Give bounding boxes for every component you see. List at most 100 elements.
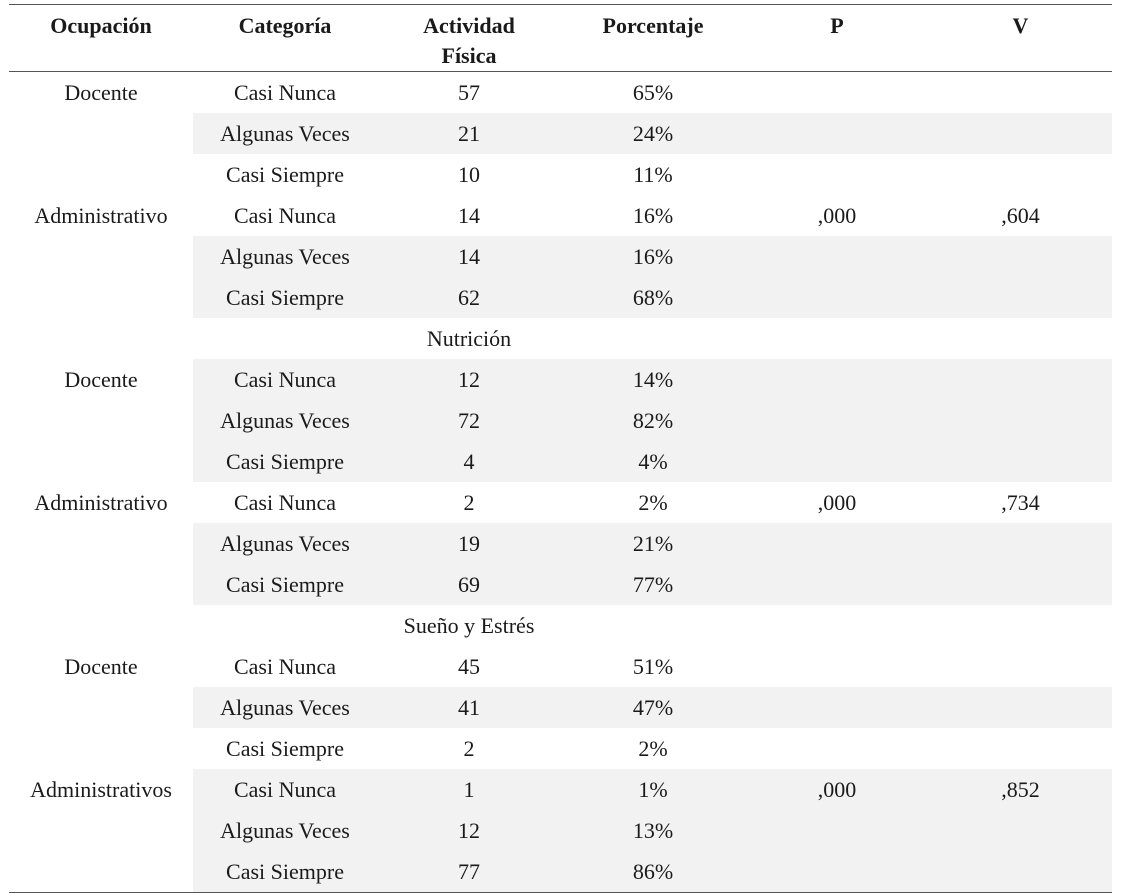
table-row: Administrativo Casi Nunca 2 2% ,000 ,734 [9,482,1112,523]
cell-p [745,154,929,195]
cell-ocupacion [9,113,193,154]
cell-p [745,687,929,728]
table-row: Algunas Veces 14 16% [9,236,1112,277]
cell-v: ,852 [1001,777,1040,802]
results-table: Ocupación Categoría Actividad Física Por… [9,4,1112,893]
cell-p: ,000 [817,777,857,802]
row-shading [193,687,1112,728]
cell-v: ,734 [1001,490,1040,515]
cell-categoria: Casi Siempre [226,285,344,310]
cell-actividad-fisica: 21 [458,121,480,146]
header-ocupacion: Ocupación [50,13,152,38]
cell-p [745,400,929,441]
cell-porcentaje: 68% [632,285,674,310]
cell-categoria: Casi Nunca [233,490,337,515]
cell-actividad-fisica: 72 [458,408,480,433]
table-row: Docente Casi Nunca 45 51% [9,646,1112,687]
cell-porcentaje: 21% [632,531,674,556]
row-shading [193,113,1112,154]
cell-v [929,728,1112,769]
table-row: Algunas Veces 19 21% [9,523,1112,564]
cell-p [745,277,929,318]
cell-categoria: Algunas Veces [220,121,350,146]
cell-p [745,113,929,154]
cell-categoria: Algunas Veces [220,695,350,720]
cell-v [929,523,1112,564]
cell-actividad-fisica: 2 [463,736,475,761]
section-row: Sueño y Estrés [9,605,1112,646]
table-row: Administrativos Casi Nunca 1 1% ,000 ,852 [9,769,1112,810]
table-row: Algunas Veces 12 13% [9,810,1112,851]
header-p: P [830,13,844,38]
cell-v [929,359,1112,400]
cell-v [929,236,1112,277]
cell-actividad-fisica: 14 [458,203,480,228]
cell-ocupacion [9,400,193,441]
header-categoria: Categoría [238,13,332,38]
cell-categoria: Casi Nunca [233,80,337,105]
cell-actividad-fisica: 57 [458,80,480,105]
cell-actividad-fisica: 45 [458,654,480,679]
table-row: Algunas Veces 41 47% [9,687,1112,728]
cell-actividad-fisica: 62 [458,285,480,310]
cell-v [929,810,1112,851]
cell-v [929,441,1112,482]
table-row: Casi Siempre 2 2% [9,728,1112,769]
cell-porcentaje: 16% [632,203,674,228]
cell-porcentaje: 11% [633,162,673,187]
cell-v: ,604 [1001,203,1040,228]
row-shading [193,277,1112,318]
cell-categoria: Casi Siempre [226,449,344,474]
table-row: Casi Siempre 69 77% [9,564,1112,605]
cell-categoria: Casi Nunca [233,203,337,228]
cell-porcentaje: 2% [638,490,668,515]
cell-ocupacion: Administrativos [30,777,172,802]
cell-p [745,236,929,277]
cell-categoria: Casi Siempre [226,736,344,761]
cell-categoria: Algunas Veces [220,244,350,269]
cell-ocupacion [9,277,193,318]
cell-v [929,646,1112,687]
cell-actividad-fisica: 77 [458,859,480,884]
row-shading [193,400,1112,441]
cell-v [929,277,1112,318]
table-row: Administrativo Casi Nunca 14 16% ,000 ,604 [9,195,1112,236]
cell-actividad-fisica: 12 [458,818,480,843]
cell-porcentaje: 47% [632,695,674,720]
cell-p [745,851,929,892]
cell-p [745,810,929,851]
cell-categoria: Casi Nunca [233,654,337,679]
cell-ocupacion: Docente [64,80,138,105]
cell-ocupacion [9,728,193,769]
cell-ocupacion [9,441,193,482]
table-row: Algunas Veces 21 24% [9,113,1112,154]
table-row: Casi Siempre 10 11% [9,154,1112,195]
cell-v [929,564,1112,605]
cell-porcentaje: 14% [632,367,674,392]
cell-porcentaje: 2% [638,736,668,761]
cell-actividad-fisica: 69 [458,572,480,597]
cell-ocupacion [9,851,193,892]
cell-actividad-fisica: 2 [463,490,475,515]
cell-porcentaje: 86% [632,859,674,884]
cell-actividad-fisica: 1 [463,777,475,802]
cell-ocupacion: Administrativo [34,490,168,515]
table-body: Docente Casi Nunca 57 65% Algunas Veces 21 24%… [9,72,1112,893]
table-row: Algunas Veces 72 82% [9,400,1112,441]
section-label: Nutrición [426,326,512,351]
cell-p [745,646,929,687]
cell-categoria: Algunas Veces [220,408,350,433]
cell-porcentaje: 65% [632,80,674,105]
cell-p [745,359,929,400]
cell-ocupacion [9,564,193,605]
cell-ocupacion [9,687,193,728]
cell-p [745,441,929,482]
row-shading [193,851,1112,892]
row-shading [193,441,1112,482]
cell-p: ,000 [817,203,857,228]
section-label: Sueño y Estrés [403,613,535,638]
table-row: Docente Casi Nunca 12 14% [9,359,1112,400]
cell-v [929,154,1112,195]
table-row: Casi Siempre 4 4% [9,441,1112,482]
cell-v [929,113,1112,154]
